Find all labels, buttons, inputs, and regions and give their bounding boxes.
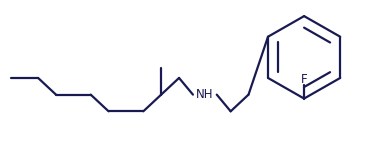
- Text: NH: NH: [196, 88, 213, 101]
- Text: F: F: [301, 73, 307, 86]
